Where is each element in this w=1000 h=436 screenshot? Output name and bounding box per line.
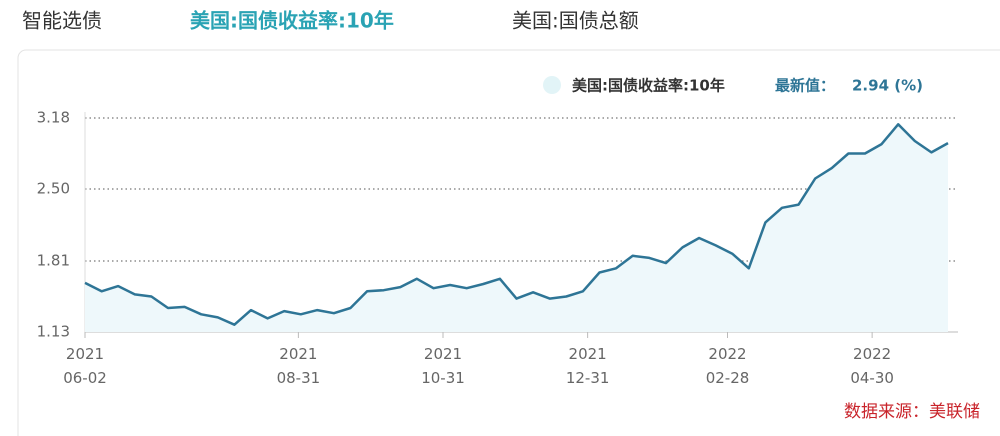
line [84, 123, 949, 326]
x-tick-label: 2022 02-28 [706, 345, 750, 387]
tab[interactable]: 美国:国债总额 [512, 9, 639, 33]
x-tick-label-line: 2022 [853, 345, 891, 363]
x-tick-label: 2021 10-31 [421, 345, 465, 387]
card [17, 49, 1000, 436]
tab[interactable]: 智能选债 [22, 9, 102, 33]
area [85, 124, 948, 332]
x-tick-label-line: 06-02 [63, 369, 107, 387]
y-tick-label: 3.18 [37, 109, 70, 127]
x-tick-label: 2021 06-02 [63, 345, 107, 387]
latest-label: 最新值： [775, 77, 835, 95]
x-tick-label: 2021 12-31 [566, 345, 610, 387]
x-tick-label-line: 2022 [708, 345, 746, 363]
y-tick-label: 1.13 [37, 323, 70, 341]
x-tick-label-line: 04-30 [850, 369, 894, 387]
x-tick-label-line: 2021 [424, 345, 462, 363]
x-tick-label-line: 2021 [569, 345, 607, 363]
latest-value: 2.94 (%) [852, 77, 923, 95]
legend-swatch [543, 76, 561, 94]
x-tick-label-line: 2021 [66, 345, 104, 363]
y-tick-label: 1.81 [37, 252, 70, 270]
source: 数据来源：美联储 [844, 402, 980, 422]
x-tick-label-line: 12-31 [566, 369, 610, 387]
x-tick-label: 2021 08-31 [277, 345, 321, 387]
y-tick-label: 2.50 [37, 179, 70, 197]
x-tick-label-line: 02-28 [706, 369, 750, 387]
legend-label: 美国:国债收益率:10年 [572, 77, 725, 95]
x-tick-label-line: 08-31 [277, 369, 321, 387]
x-tick-label-line: 10-31 [421, 369, 465, 387]
x-tick-label: 2022 04-30 [850, 345, 894, 387]
x-tick-label-line: 2021 [279, 345, 317, 363]
tab-active[interactable]: 美国:国债收益率:10年 [190, 9, 394, 33]
